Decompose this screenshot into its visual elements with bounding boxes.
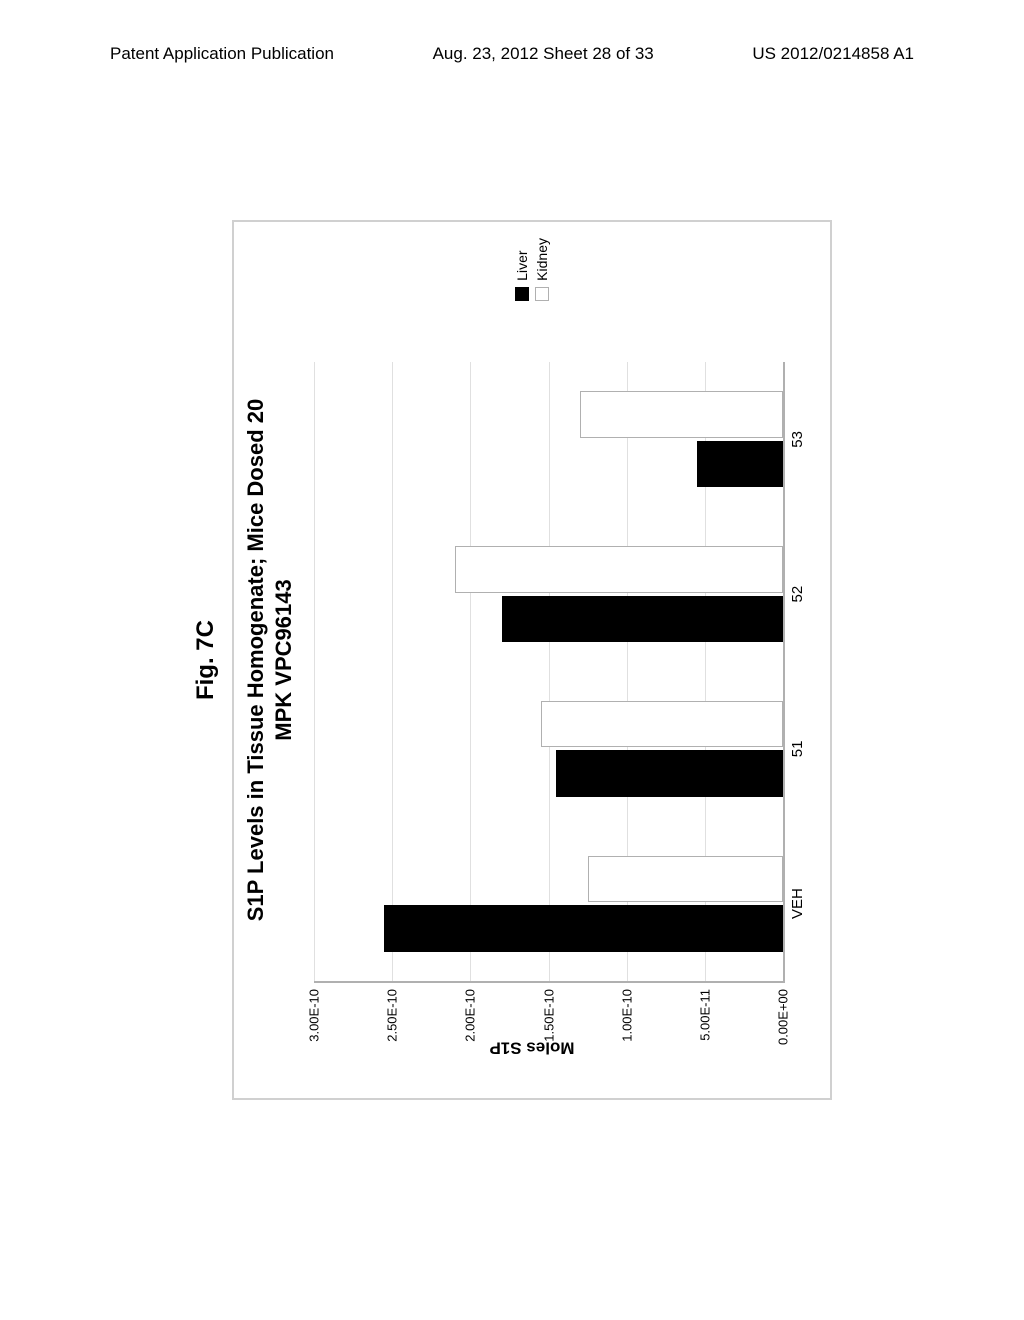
figure-wrapper: Fig. 7C S1P Levels in Tissue Homogenate;… (192, 220, 832, 1100)
y-axis-label: Moles S1P (489, 1037, 574, 1057)
legend-swatch-liver (515, 287, 529, 301)
bar-kidney (541, 701, 783, 747)
chart-frame: S1P Levels in Tissue Homogenate; Mice Do… (232, 220, 832, 1100)
gridline (392, 362, 393, 981)
gridline (314, 362, 315, 981)
header-pub-type: Patent Application Publication (110, 44, 334, 64)
chart-title-line2: MPK VPC96143 (271, 579, 296, 740)
bar-liver (384, 905, 783, 951)
bar-liver (697, 441, 783, 487)
y-tick: 2.50E-10 (385, 981, 400, 1042)
legend-label-liver: Liver (514, 250, 530, 280)
bar-kidney (588, 856, 783, 902)
y-tick: 2.00E-10 (463, 981, 478, 1042)
legend-item-liver: Liver (514, 238, 530, 301)
bar-kidney (455, 546, 783, 592)
gridline (470, 362, 471, 981)
y-tick: 3.00E-10 (307, 981, 322, 1042)
y-tick: 1.00E-10 (619, 981, 634, 1042)
bar-liver (502, 596, 783, 642)
bar-liver (556, 750, 783, 796)
header-pub-number: US 2012/0214858 A1 (752, 44, 914, 64)
plot-area: 0.00E+005.00E-111.00E-101.50E-102.00E-10… (314, 362, 785, 983)
y-tick: 0.00E+00 (776, 981, 791, 1045)
legend-swatch-kidney (535, 287, 549, 301)
legend-label-kidney: Kidney (534, 238, 550, 281)
bar-kidney (580, 391, 783, 437)
legend-item-kidney: Kidney (534, 238, 550, 301)
x-tick: VEH (783, 888, 806, 919)
x-tick: 52 (783, 586, 806, 603)
legend: Liver Kidney (510, 238, 554, 301)
header-date-sheet: Aug. 23, 2012 Sheet 28 of 33 (433, 44, 654, 64)
page-header: Patent Application Publication Aug. 23, … (0, 44, 1024, 64)
figure-label: Fig. 7C (192, 220, 220, 1100)
page: Patent Application Publication Aug. 23, … (0, 0, 1024, 1320)
chart-title-line1: S1P Levels in Tissue Homogenate; Mice Do… (243, 399, 268, 922)
gridline (549, 362, 550, 981)
x-tick: 53 (783, 431, 806, 448)
y-tick: 1.50E-10 (541, 981, 556, 1042)
x-tick: 51 (783, 741, 806, 758)
y-tick: 5.00E-11 (697, 981, 712, 1041)
chart-title: S1P Levels in Tissue Homogenate; Mice Do… (234, 222, 301, 1098)
